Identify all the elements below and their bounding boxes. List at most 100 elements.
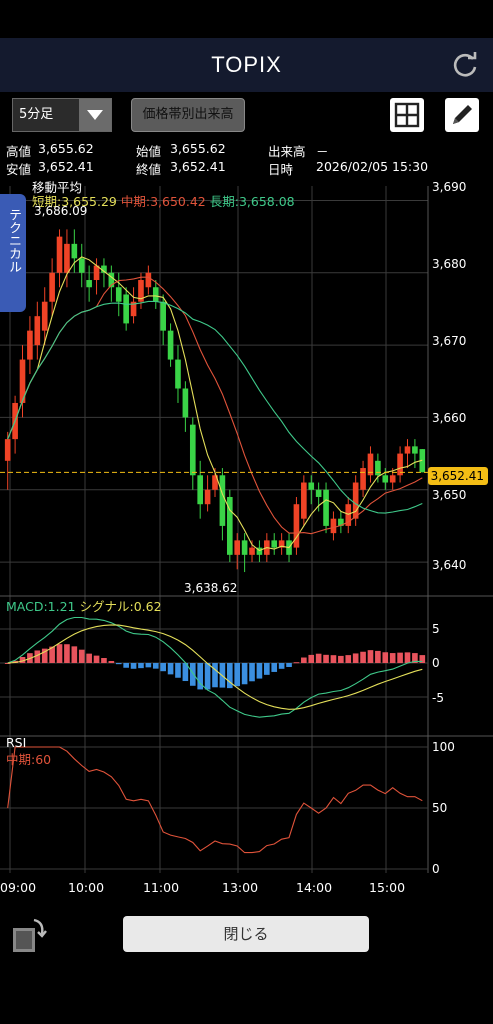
ma-legend: 短期:3,655.29 中期:3,650.42 長期:3,658.08 (32, 191, 295, 210)
y-tick-label: 3,680 (432, 257, 467, 271)
candle-body (71, 243, 78, 259)
macd-tick: -5 (432, 691, 444, 705)
layout-grid-button[interactable] (390, 98, 424, 132)
macd-histogram-bar (64, 644, 70, 663)
candle-body (323, 489, 329, 526)
x-tick-label: 10:00 (68, 880, 105, 895)
candle-body (108, 272, 115, 288)
page-title: TOPIX (211, 52, 282, 77)
y-tick-label: 3,690 (432, 180, 467, 194)
current-price-tag: 3,652.41 (428, 467, 488, 485)
rsi-line (7, 746, 423, 854)
candle-body (41, 301, 48, 331)
candle-body (375, 460, 381, 476)
technical-tab[interactable]: テクニカル (0, 194, 26, 312)
volume-profile-button[interactable]: 価格帯別出来高 (131, 98, 245, 132)
macd-histogram-bar (182, 663, 189, 682)
x-tick-label: 13:00 (222, 880, 259, 895)
candle-body (152, 287, 159, 302)
draw-button[interactable] (445, 98, 479, 132)
price-chart[interactable] (0, 176, 493, 896)
candle-body (145, 272, 152, 288)
x-tick-label: 11:00 (143, 880, 180, 895)
candle-body (78, 258, 85, 273)
candle-body (249, 547, 255, 555)
x-tick-label: 14:00 (296, 880, 333, 895)
macd-histogram-bar (278, 663, 285, 669)
ma-long-label: 長期:3,658.08 (209, 194, 295, 209)
technical-tab-label: テクニカル (6, 208, 21, 273)
datetime-value: 2026/02/05 15:30 (316, 159, 429, 174)
candle-body (338, 518, 344, 526)
rotate-icon[interactable] (10, 916, 48, 954)
x-tick-label: 09:00 (0, 880, 37, 895)
candle-body (93, 265, 100, 281)
candle-body (56, 236, 63, 273)
candle-body (182, 388, 189, 418)
macd-tick: 5 (432, 622, 440, 636)
candle-body (301, 482, 307, 519)
macd-histogram-bar (145, 663, 152, 668)
open-value: 3,655.62 (170, 141, 226, 156)
candle-body (123, 294, 129, 324)
candle-body (345, 504, 352, 526)
signal-line (7, 624, 423, 710)
macd-histogram-bar (256, 663, 263, 679)
macd-line (7, 616, 423, 718)
y-tick-label: 3,650 (432, 488, 467, 502)
candle-body (167, 330, 174, 360)
macd-histogram-bar (419, 655, 426, 663)
candle-body (219, 475, 226, 526)
candle-body (389, 475, 396, 483)
close-label: 終値 (136, 162, 162, 177)
macd-histogram-bar (249, 663, 255, 682)
macd-histogram-bar (130, 663, 137, 669)
candle-body (204, 489, 211, 505)
candle-body (256, 547, 263, 555)
refresh-icon[interactable] (451, 51, 479, 79)
rsi-tick: 100 (432, 740, 455, 754)
macd-histogram-bar (49, 646, 55, 663)
low-value: 3,652.41 (38, 159, 94, 174)
macd-histogram-bar (212, 663, 218, 688)
candle-body (352, 482, 359, 519)
macd-histogram-bar (308, 654, 315, 663)
macd-histogram-bar (189, 663, 196, 686)
interval-select[interactable]: 5分足 (12, 98, 112, 132)
macd-histogram-bar (323, 654, 329, 663)
candle-body (382, 475, 389, 483)
open-label: 始値 (136, 144, 162, 159)
ma-title: 移動平均 (32, 180, 83, 195)
candle-body (278, 540, 285, 548)
macd-histogram-bar (293, 662, 300, 664)
macd-histogram-bar (34, 650, 41, 663)
x-tick-label: 15:00 (369, 880, 406, 895)
macd-histogram-bar (86, 653, 92, 663)
candle-body (404, 446, 411, 454)
macd-histogram-bar (367, 650, 374, 663)
candle-body (138, 280, 144, 302)
macd-histogram-bar (404, 652, 411, 663)
macd-label: MACD:1.21 (6, 599, 76, 614)
candle-body (360, 468, 366, 490)
macd-histogram-bar (375, 650, 381, 663)
candle-body (197, 475, 204, 505)
macd-histogram-bar (204, 663, 211, 690)
low-annotation: 3,638.62 (184, 581, 238, 595)
candle-body (4, 439, 11, 461)
candle-body (34, 316, 41, 346)
macd-histogram-bar (301, 657, 307, 663)
macd-histogram-bar (315, 653, 322, 663)
close-value: 3,652.41 (170, 159, 226, 174)
macd-histogram-bar (397, 652, 403, 663)
candle-body (271, 540, 278, 548)
candle-body (27, 330, 33, 360)
macd-histogram-bar (108, 660, 115, 663)
macd-histogram-bar (56, 644, 63, 663)
macd-legend: MACD:1.21 シグナル:0.62 (6, 596, 162, 615)
candle-body (115, 287, 122, 302)
macd-histogram-bar (352, 653, 359, 663)
grid-icon (394, 102, 420, 128)
interval-value: 5分足 (19, 107, 54, 122)
close-button[interactable]: 閉じる (123, 916, 369, 952)
